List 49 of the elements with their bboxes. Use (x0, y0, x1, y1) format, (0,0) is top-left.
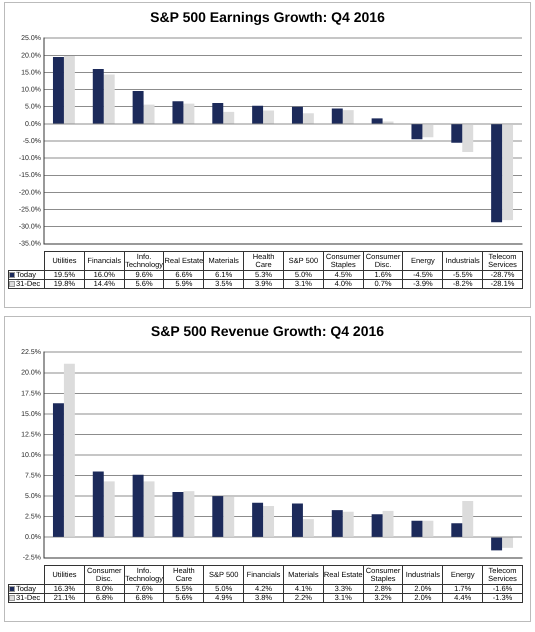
bar (252, 502, 264, 537)
bar (491, 538, 502, 550)
bar (411, 520, 422, 537)
bar (411, 124, 422, 140)
bar (132, 474, 144, 537)
bar (422, 124, 434, 138)
bar (183, 491, 194, 537)
bar (462, 501, 474, 537)
chart-title: S&P 500 Revenue Growth: Q4 2016 (150, 322, 386, 341)
bar (144, 481, 155, 537)
bar (382, 510, 394, 537)
bar (292, 106, 303, 124)
bar (183, 104, 194, 124)
bar (52, 57, 64, 124)
bar (64, 56, 75, 124)
bar (491, 124, 502, 222)
bar (292, 504, 303, 537)
chart-title: S&P 500 Earnings Growth: Q4 2016 (149, 8, 386, 27)
bar (451, 523, 462, 537)
bar (372, 118, 383, 124)
bar (502, 124, 514, 220)
bar (212, 102, 224, 124)
bar (172, 101, 184, 124)
bar (462, 124, 474, 152)
bar (263, 506, 274, 537)
bar (223, 496, 234, 537)
bar (332, 108, 343, 124)
bar (104, 74, 115, 124)
bar (104, 481, 115, 537)
bar (92, 471, 104, 537)
bar (422, 520, 434, 537)
bar (92, 69, 104, 124)
bar (302, 113, 314, 124)
bar (302, 519, 314, 537)
bar (144, 104, 155, 124)
bar (372, 514, 383, 537)
bar (342, 110, 354, 124)
bar (132, 90, 144, 124)
bar (502, 538, 514, 548)
bar (263, 110, 274, 124)
bar (64, 364, 75, 537)
bar (172, 492, 184, 537)
bar (52, 403, 64, 537)
bar (252, 106, 264, 124)
bar (332, 510, 343, 537)
bar (342, 512, 354, 537)
bar (212, 496, 224, 537)
bar (223, 112, 234, 124)
bar (451, 124, 462, 143)
